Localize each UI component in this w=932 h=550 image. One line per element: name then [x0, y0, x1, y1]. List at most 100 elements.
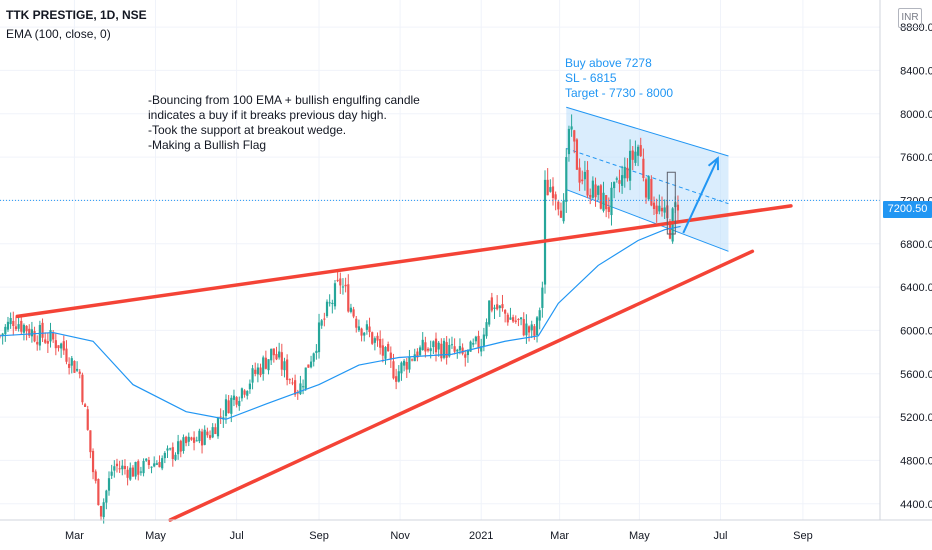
y-tick-label: 8400.00	[900, 65, 932, 77]
candle-body	[75, 368, 79, 371]
candle-body	[224, 399, 228, 416]
trade-line: SL - 6815	[565, 71, 617, 85]
candle-body	[533, 326, 536, 336]
candle-body	[49, 330, 52, 342]
candle-body	[504, 309, 507, 314]
candle-body	[278, 351, 281, 358]
candle-body	[676, 204, 680, 211]
candle-body	[599, 185, 602, 209]
candle-body	[650, 178, 653, 206]
lower-trendline	[168, 249, 755, 522]
candle-body	[591, 180, 594, 198]
candle-body	[615, 178, 618, 180]
candle-body	[562, 200, 565, 222]
candle-body	[336, 279, 339, 281]
candle-body	[474, 336, 477, 342]
candle-body	[286, 359, 289, 380]
candle-body	[325, 301, 329, 317]
candle-body	[169, 448, 172, 450]
candle-body	[541, 287, 544, 308]
x-tick-label: Nov	[390, 530, 410, 542]
candle-body	[246, 391, 249, 396]
candle-body	[349, 307, 353, 312]
candle-body	[663, 207, 666, 213]
candle-body	[118, 468, 121, 470]
candle-body	[453, 346, 456, 352]
candle-body	[275, 353, 278, 360]
candle-body	[264, 357, 267, 369]
candle-body	[256, 367, 259, 375]
candle-body	[389, 352, 392, 360]
y-tick-label: 4800.00	[900, 455, 932, 467]
y-tick-label: 5200.00	[900, 412, 932, 424]
candle-body	[379, 338, 382, 348]
candle-body	[403, 360, 406, 366]
candle-body	[137, 461, 140, 475]
candle-body	[190, 437, 193, 440]
chart-grid	[0, 0, 880, 520]
x-tick-label: Sep	[793, 530, 813, 542]
candle-body	[68, 363, 71, 368]
candle-body	[371, 332, 374, 344]
candle-body	[17, 324, 20, 329]
candle-body	[618, 180, 621, 184]
candle-body	[14, 326, 18, 330]
candle-body	[20, 320, 23, 332]
candle-body	[636, 146, 640, 156]
candle-body	[328, 302, 331, 304]
currency-badge[interactable]: INR	[898, 8, 922, 28]
x-tick-label: May	[145, 530, 166, 542]
analysis-note: -Bouncing from 100 EMA + bullish engulfi…	[148, 93, 420, 153]
candle-body	[501, 304, 504, 309]
candle-body	[4, 326, 7, 335]
ema-line	[0, 225, 681, 420]
candle-body	[214, 427, 217, 435]
indicator-legend[interactable]: EMA (100, close, 0)	[6, 27, 111, 41]
candle-body	[642, 158, 645, 178]
candle-body	[631, 150, 634, 160]
candle-body	[251, 368, 254, 383]
symbol-legend[interactable]: TTK PRESTIGE, 1D, NSE	[6, 8, 147, 22]
candle-body	[530, 324, 533, 331]
note-line: indicates a buy if it breaks previous da…	[148, 108, 387, 122]
candle-body	[54, 340, 57, 349]
x-tick-label: Jul	[230, 530, 244, 542]
candle-body	[294, 380, 297, 395]
candle-body	[644, 179, 648, 198]
candle-body	[12, 320, 15, 327]
candle-body	[211, 427, 214, 438]
candle-body	[153, 463, 156, 467]
candle-body	[25, 325, 28, 332]
candle-body	[373, 338, 376, 343]
candle-body	[219, 416, 222, 418]
candle-body	[514, 320, 517, 322]
note-line: -Making a Bullish Flag	[148, 138, 267, 152]
candle-body	[323, 318, 326, 320]
candle-body	[583, 171, 586, 180]
candle-body	[655, 205, 658, 214]
candle-body	[450, 344, 454, 346]
candle-body	[408, 357, 411, 370]
candle-body	[546, 179, 549, 196]
candle-body	[594, 184, 597, 198]
candle-body	[179, 440, 182, 452]
y-tick-label: 5600.00	[900, 369, 932, 381]
candle-body	[198, 430, 201, 442]
flag-boundary	[566, 189, 729, 252]
candle-body	[628, 150, 632, 181]
candle-body	[52, 333, 55, 340]
engulfing-highlight-box	[666, 171, 676, 235]
y-tick-label: 8800.00	[900, 22, 932, 34]
candle-body	[145, 458, 148, 461]
candle-body	[97, 479, 100, 506]
candle-body	[232, 395, 236, 400]
candle-body	[60, 343, 63, 349]
candle-body	[206, 431, 209, 436]
candle-body	[660, 207, 664, 212]
candle-body	[400, 362, 403, 374]
candle-body	[464, 354, 467, 358]
candle-body	[107, 478, 111, 491]
candle-body	[38, 325, 41, 346]
candle-body	[368, 326, 371, 333]
